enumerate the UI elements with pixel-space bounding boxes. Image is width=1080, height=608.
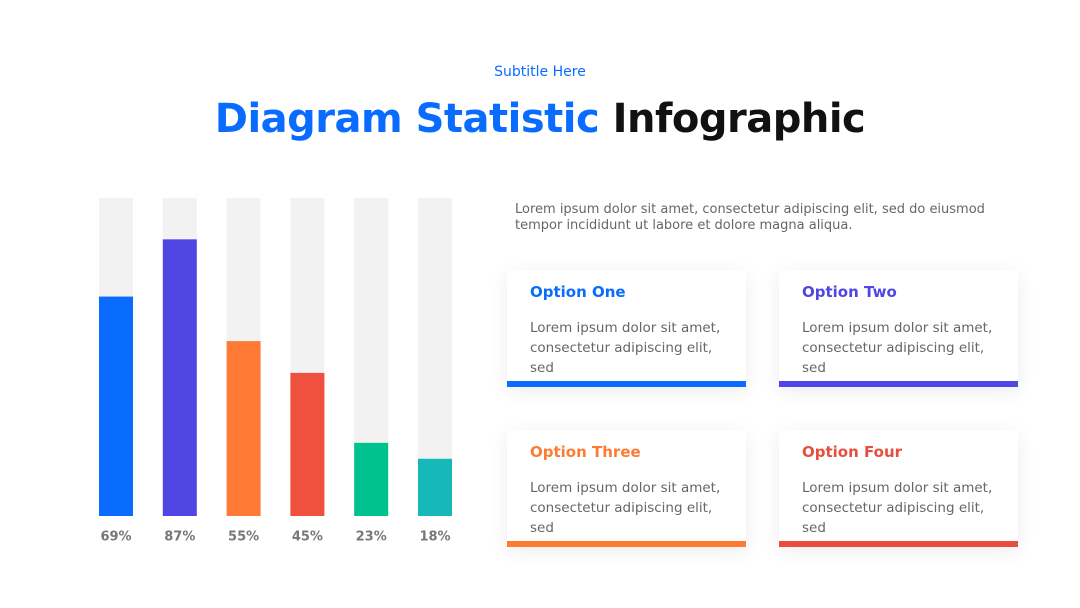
- subtitle: Subtitle Here: [494, 64, 586, 80]
- value-label: 18%: [419, 530, 450, 545]
- bar: [290, 372, 325, 516]
- option-card: Option One Lorem ipsum dolor sit amet, co…: [507, 270, 746, 387]
- option-title: Option Four: [802, 443, 903, 461]
- bar: [418, 458, 452, 516]
- value-label: 45%: [292, 530, 323, 545]
- option-accent: [779, 381, 1018, 387]
- bar: [226, 341, 261, 516]
- bar: [354, 442, 389, 516]
- option-text: Lorem ipsum dolor sit amet, consectetur …: [802, 320, 993, 376]
- value-label: 23%: [356, 530, 387, 545]
- value-label: 87%: [164, 530, 195, 545]
- value-label: 69%: [100, 530, 131, 545]
- title-highlight: Diagram Statistic: [214, 96, 600, 142]
- option-text: Lorem ipsum dolor sit amet, consectetur …: [530, 320, 721, 376]
- value-label: 55%: [228, 530, 259, 545]
- option-accent: [507, 541, 746, 547]
- option-accent: [507, 381, 746, 387]
- option-card: Option Four Lorem ipsum dolor sit amet, c…: [779, 430, 1018, 547]
- option-text: Lorem ipsum dolor sit amet, consectetur …: [802, 480, 993, 536]
- title-rest: Infographic: [612, 96, 866, 142]
- option-accent: [779, 541, 1018, 547]
- chart: 69% 87% 55% 45% 23% 18%: [99, 198, 452, 545]
- option-card: Option Three Lorem ipsum dolor sit amet, …: [507, 430, 746, 547]
- bar: [99, 296, 133, 516]
- description: Lorem ipsum dolor sit amet, consectetur …: [515, 202, 985, 233]
- bar: [162, 239, 197, 516]
- option-card: Option Two Lorem ipsum dolor sit amet, co…: [779, 270, 1018, 387]
- option-title: Option Two: [802, 283, 897, 301]
- option-text: Lorem ipsum dolor sit amet, consectetur …: [530, 480, 721, 536]
- option-title: Option Three: [530, 443, 641, 461]
- option-title: Option One: [530, 283, 626, 301]
- title: Diagram Statistic Infographic: [0, 96, 1080, 142]
